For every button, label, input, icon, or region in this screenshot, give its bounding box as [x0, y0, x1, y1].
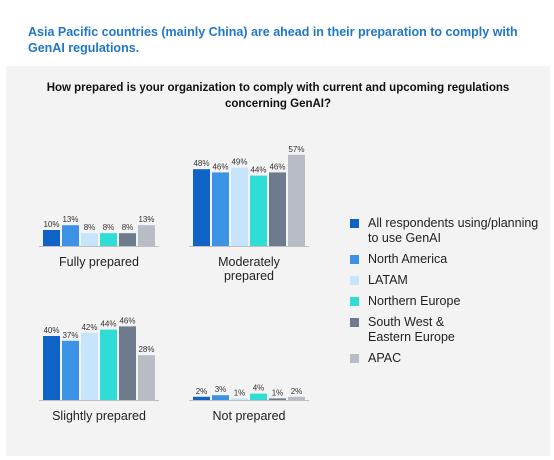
- legend-swatch: [350, 255, 359, 264]
- category-group-0: 10%13%8% 8% 8%13%Fully prepared: [39, 215, 159, 269]
- bar: [250, 393, 267, 400]
- bar: [62, 340, 79, 400]
- data-label: 44%: [250, 166, 266, 175]
- data-label: 42%: [81, 323, 97, 332]
- data-label: 28%: [138, 345, 154, 354]
- legend-swatch: [350, 297, 359, 306]
- data-label: 46%: [269, 162, 285, 171]
- bar: [269, 172, 286, 246]
- legend-label: LATAM: [368, 273, 408, 287]
- legend-label: APAC: [368, 351, 402, 365]
- category-label: Slightly prepared: [52, 409, 146, 423]
- bar: [193, 169, 210, 246]
- data-label: 37%: [62, 331, 78, 340]
- legend-label: North America: [368, 252, 448, 266]
- category-label: Moderately: [218, 255, 281, 269]
- data-label: 3%: [215, 385, 227, 394]
- data-label: 2%: [291, 387, 303, 396]
- bar: [138, 225, 155, 246]
- bar: [100, 233, 117, 246]
- bar: [212, 395, 229, 400]
- bar: [231, 398, 248, 400]
- legend-item: South West & Eastern Europe: [350, 315, 550, 345]
- data-label: 46%: [212, 162, 228, 171]
- data-label: 49%: [231, 158, 247, 167]
- data-label: 13%: [62, 215, 78, 224]
- chart-panel: How prepared is your organization to com…: [6, 66, 550, 456]
- legend-swatch: [350, 318, 359, 327]
- data-label: 44%: [100, 320, 116, 329]
- bar: [43, 230, 60, 246]
- bar: [100, 329, 117, 400]
- data-label: 2%: [196, 387, 208, 396]
- bar: [62, 225, 79, 246]
- category-label: Not prepared: [213, 409, 286, 423]
- data-label: 57%: [288, 145, 304, 154]
- data-label: 4%: [253, 384, 265, 393]
- bar: [81, 332, 98, 400]
- legend-item: Northern Europe: [350, 294, 550, 309]
- data-label: 1%: [272, 388, 284, 397]
- bar: [212, 172, 229, 246]
- data-label: 10%: [43, 220, 59, 229]
- legend-swatch: [350, 354, 359, 363]
- legend-label: Northern Europe: [368, 294, 461, 308]
- bar: [138, 355, 155, 400]
- legend-item: All respondents using/planning to use Gen…: [350, 216, 550, 246]
- legend-item: APAC: [350, 351, 550, 366]
- bar: [119, 233, 136, 246]
- legend: All respondents using/planning to use Gen…: [350, 216, 550, 372]
- bar: [193, 396, 210, 400]
- data-label: 8%: [122, 223, 134, 232]
- chart-title: How prepared is your organization to com…: [46, 82, 510, 110]
- bar: [119, 326, 136, 400]
- legend-swatch: [350, 276, 359, 285]
- category-label: Fully prepared: [59, 255, 139, 269]
- bar: [288, 396, 305, 400]
- bar: [288, 154, 305, 246]
- data-label: 13%: [138, 215, 154, 224]
- legend-swatch: [350, 219, 359, 228]
- data-label: 8%: [103, 223, 115, 232]
- headline: Asia Pacific countries (mainly China) ar…: [28, 25, 518, 55]
- category-group-3: 2% 3% 1% 4% 1% 2% Not prepared: [189, 384, 309, 423]
- legend-label: South West & Eastern Europe: [368, 315, 455, 344]
- legend-label: All respondents using/planning to use Gen…: [368, 216, 539, 245]
- legend-item: LATAM: [350, 273, 550, 288]
- bar: [269, 398, 286, 400]
- bar: [81, 233, 98, 246]
- category-label: prepared: [224, 269, 274, 283]
- data-label: 46%: [119, 316, 135, 325]
- bar: [231, 167, 248, 246]
- legend-item: North America: [350, 252, 550, 267]
- bar: [250, 175, 267, 246]
- data-label: 48%: [193, 159, 209, 168]
- data-label: 40%: [43, 326, 59, 335]
- bar: [43, 336, 60, 400]
- category-group-2: 40%37%42% 44% 46% 28% Slightly prepared: [39, 316, 159, 423]
- data-label: 8%: [84, 223, 96, 232]
- data-label: 1%: [234, 388, 246, 397]
